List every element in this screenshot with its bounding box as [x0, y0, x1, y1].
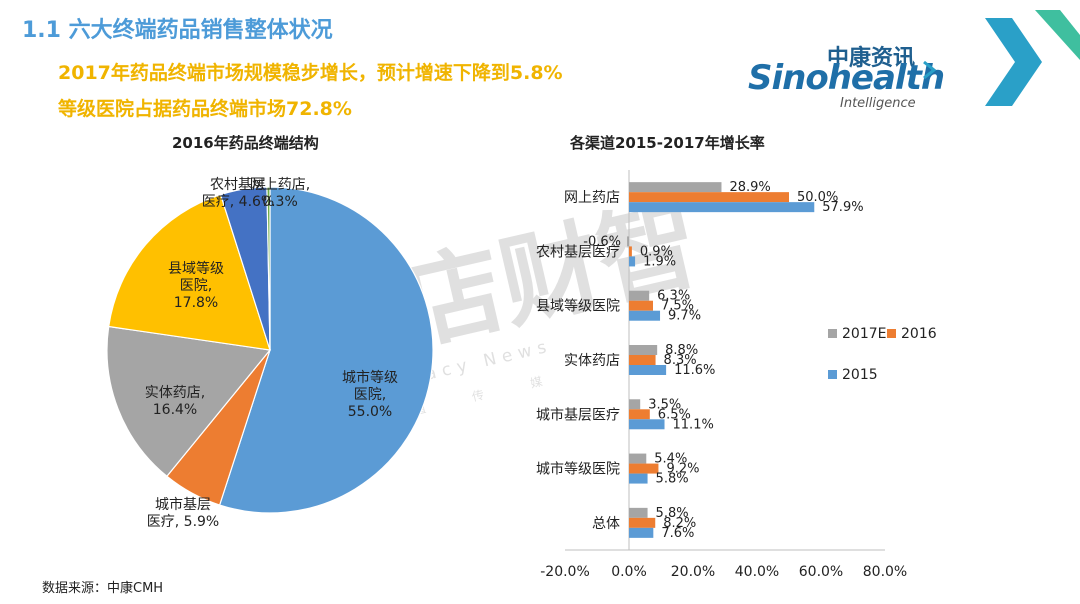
pie-label: 0.3% — [262, 194, 298, 210]
bar — [629, 517, 656, 528]
bar-data-label: 1.9% — [643, 254, 676, 269]
x-tick-label: 60.0% — [799, 564, 843, 580]
bar-data-label: 6.3% — [657, 289, 690, 304]
pie-label: 17.8% — [174, 295, 218, 311]
pie-label: 城市等级 — [342, 369, 398, 386]
pie-label: 农村基层 — [210, 176, 266, 193]
bar — [629, 409, 650, 420]
bar-data-label: 9.2% — [666, 462, 699, 477]
bar — [629, 192, 789, 203]
logo-sub: Intelligence — [840, 96, 916, 111]
bar-data-label: 9.7% — [668, 309, 701, 324]
x-tick-label: -20.0% — [540, 564, 590, 580]
pie-label: 医院, — [354, 387, 386, 403]
pie-slice — [108, 193, 271, 351]
category-label: 实体药店 — [564, 353, 620, 369]
bar-data-label: 7.6% — [661, 526, 694, 541]
legend-label: 2016 — [901, 326, 937, 342]
category-label: 县域等级医院 — [536, 298, 620, 315]
x-tick-label: 20.0% — [671, 564, 715, 580]
bar-data-label: 8.3% — [664, 353, 697, 368]
bar — [629, 365, 667, 375]
pie-title: 2016年药品终端结构 — [172, 134, 319, 152]
bar — [627, 236, 629, 247]
pie-slice — [218, 186, 434, 514]
bar-data-label: 28.9% — [729, 180, 770, 195]
category-label: 总体 — [592, 516, 620, 532]
legend-swatch — [887, 329, 896, 338]
legend-label: 2015 — [842, 367, 878, 383]
logo-mark-icon — [923, 60, 937, 80]
pie-label: 实体药店, — [145, 385, 205, 401]
logo-cn: 中康资讯 — [827, 46, 916, 71]
pie-label: 16.4% — [153, 402, 197, 418]
bar — [629, 290, 650, 301]
bar — [629, 453, 647, 464]
bar — [629, 246, 632, 257]
bar-data-label: 8.2% — [663, 516, 696, 531]
bar-data-label: 0.9% — [640, 244, 673, 259]
bar — [629, 419, 665, 430]
bar — [629, 399, 641, 410]
category-label: 农村基层医疗 — [536, 243, 620, 260]
bar-data-label: 50.0% — [797, 190, 838, 205]
bar — [629, 527, 654, 538]
x-tick-label: 80.0% — [863, 564, 907, 580]
bar — [629, 345, 658, 355]
bar — [629, 300, 653, 311]
pie-label: 55.0% — [348, 404, 392, 420]
bar-data-label: 7.5% — [661, 299, 694, 314]
bar — [629, 202, 815, 213]
pie-label: 医疗, 4.6% — [202, 194, 274, 210]
pie-slice — [106, 325, 272, 478]
pie-label: 医院, — [180, 278, 212, 294]
bar-data-label: 8.8% — [665, 343, 698, 358]
bar — [629, 182, 722, 193]
bar-data-label: -0.6% — [583, 234, 621, 249]
bar — [629, 463, 659, 474]
page-title: 1.1 六大终端药品销售整体状况 — [22, 18, 333, 43]
bar-data-label: 6.5% — [658, 407, 691, 422]
category-label: 城市基层医疗 — [536, 406, 620, 423]
legend-label: 2017E — [842, 326, 886, 342]
x-tick-label: 0.0% — [611, 564, 647, 580]
bar — [629, 256, 636, 267]
legend-swatch — [828, 370, 837, 379]
x-tick-label: 40.0% — [735, 564, 779, 580]
bar — [629, 310, 661, 321]
pie-slice — [266, 186, 271, 351]
subtitle-growth: 2017年药品终端市场规模稳步增长，预计增速下降到5.8% — [58, 62, 563, 84]
bar-data-label: 11.6% — [674, 363, 715, 378]
pie-label: 医疗, 5.9% — [147, 514, 219, 530]
category-label: 城市等级医院 — [536, 461, 620, 478]
bar-title: 各渠道2015-2017年增长率 — [570, 134, 765, 152]
pie-label: 网上药店, — [250, 177, 310, 193]
bar — [629, 473, 648, 484]
logo-en: Sinohealth — [748, 58, 945, 98]
subtitle-share: 等级医院占据药品终端市场72.8% — [58, 98, 352, 120]
legend-swatch — [828, 329, 837, 338]
bar — [629, 355, 656, 365]
bar — [629, 507, 648, 518]
bar-data-label: 5.4% — [654, 452, 687, 467]
bar-data-label: 11.1% — [673, 417, 714, 432]
bar-data-label: 3.5% — [648, 397, 681, 412]
pie-label: 城市基层 — [155, 496, 211, 513]
bar-data-label: 5.8% — [656, 506, 689, 521]
bar-data-label: 57.9% — [822, 200, 863, 215]
chevron-icon — [985, 10, 1080, 106]
pie-label: 县域等级 — [168, 260, 224, 277]
pie-chart: 城市等级医院,55.0%城市基层医疗, 5.9%实体药店,16.4%县域等级医院… — [106, 176, 434, 530]
bar-data-label: 5.8% — [656, 472, 689, 487]
data-source: 数据来源：中康CMH — [42, 581, 164, 596]
bar-chart: -20.0% 0.0% 20.0% 40.0% 60.0% 80.0% 网上药店 28.9% 5… — [536, 170, 937, 580]
category-label: 网上药店 — [564, 190, 620, 206]
